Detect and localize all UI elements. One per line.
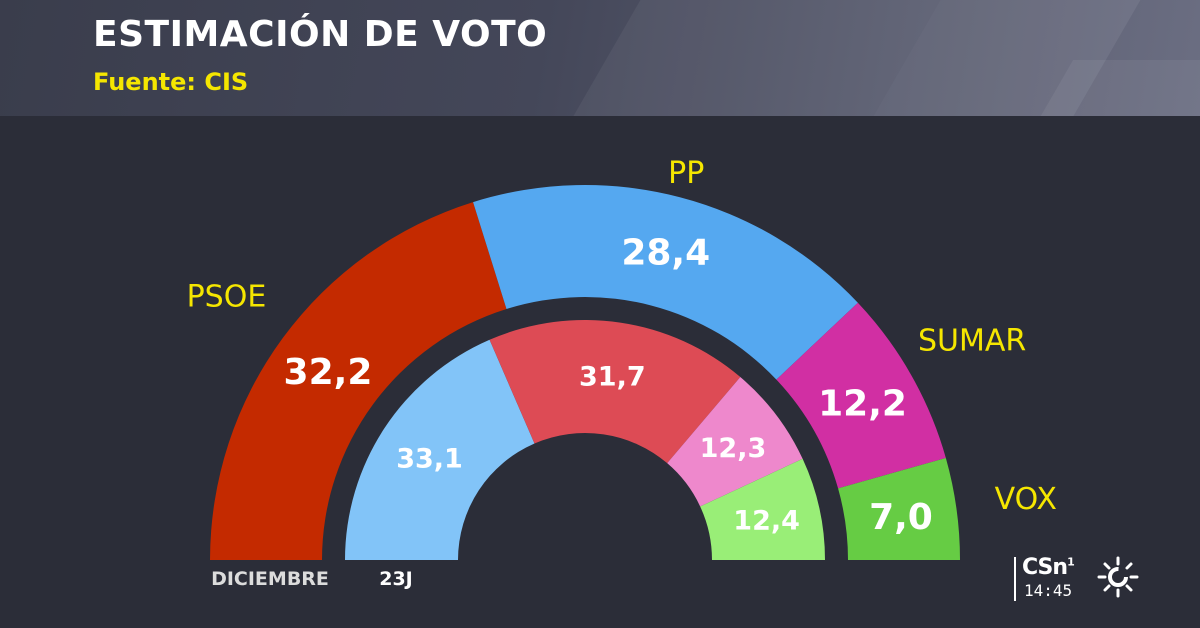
- slice-diciembre-pp: [473, 185, 858, 380]
- ring-label-23j: 23J: [379, 568, 413, 590]
- sun-logo-icon: [1097, 556, 1139, 598]
- slice-23j-psoe: [489, 320, 741, 464]
- value-label-diciembre-psoe: 32,2: [284, 352, 373, 393]
- value-label-diciembre-sumar: 12,2: [818, 384, 907, 425]
- channel-logo: CSn1 14:45: [1014, 555, 1144, 605]
- slice-23j-vox: [700, 458, 825, 560]
- slice-23j-pp: [345, 339, 535, 560]
- chart-subtitle: Fuente: CIS: [93, 68, 249, 96]
- party-label-sumar: SUMAR: [918, 324, 1026, 359]
- logo-time: 14:45: [1024, 581, 1073, 600]
- party-label-psoe: PSOE: [187, 279, 267, 314]
- value-label-23j-sumar: 12,3: [700, 433, 767, 464]
- value-label-diciembre-vox: 7,0: [869, 497, 933, 538]
- value-label-23j-vox: 12,4: [733, 506, 800, 537]
- party-label-pp: PP: [668, 156, 704, 191]
- value-label-23j-psoe: 31,7: [579, 362, 646, 393]
- chart-title: ESTIMACIÓN DE VOTO: [93, 14, 548, 55]
- logo-brand: CSn1: [1022, 555, 1075, 580]
- header-band: ESTIMACIÓN DE VOTO Fuente: CIS: [0, 0, 1200, 116]
- slice-diciembre-sumar: [776, 302, 946, 489]
- value-label-23j-pp: 33,1: [396, 444, 463, 475]
- logo-divider: [1014, 557, 1016, 601]
- value-label-diciembre-pp: 28,4: [621, 232, 710, 273]
- slice-23j-sumar: [667, 377, 803, 507]
- slice-diciembre-psoe: [210, 202, 507, 560]
- slice-diciembre-vox: [838, 457, 960, 560]
- party-label-vox: VOX: [995, 482, 1057, 517]
- ring-label-diciembre: DICIEMBRE: [211, 568, 329, 590]
